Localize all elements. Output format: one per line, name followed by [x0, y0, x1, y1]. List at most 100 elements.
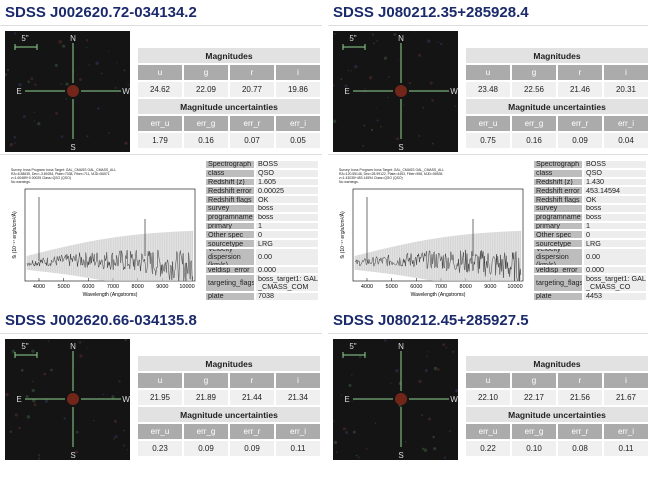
noise: [371, 33, 375, 36]
property-key: targeting_flags: [205, 274, 255, 292]
noise: [428, 417, 432, 421]
uncertainty-value: 0.07: [229, 132, 275, 149]
property-value: boss_target1: GAL_CMASS_COM: [255, 274, 319, 292]
property-key: Redshift error: [533, 186, 583, 196]
noise: [424, 369, 428, 373]
noise: [452, 350, 455, 353]
band-header: i: [275, 64, 321, 81]
noise: [86, 347, 88, 349]
noise: [21, 341, 24, 344]
noise: [333, 440, 338, 445]
uncertainty-value: 0.04: [603, 132, 648, 149]
noise: [429, 81, 433, 85]
noise: [376, 40, 378, 42]
noise: [333, 420, 335, 423]
property-value: boss: [255, 204, 319, 213]
compass-label: E: [344, 87, 349, 96]
emission-line: [38, 197, 146, 261]
noise: [363, 124, 366, 127]
divider: [328, 333, 648, 334]
noise: [426, 355, 429, 358]
noise: [85, 46, 88, 49]
noise: [352, 430, 356, 434]
divider: [0, 154, 322, 155]
property-value: boss: [255, 212, 319, 222]
property-key: Spectrograph: [205, 160, 255, 169]
y-axis-label: fλ (10⁻¹⁷ erg/s/cm²/Å): [11, 211, 18, 259]
noise: [123, 429, 125, 432]
noise: [124, 141, 128, 145]
noise: [33, 111, 36, 114]
noise: [437, 41, 439, 44]
x-tick-label: 9000: [484, 284, 496, 290]
property-value: boss_target1: GAL_CMASS_CO: [583, 274, 647, 292]
band-header: u: [465, 64, 511, 81]
noise: [351, 373, 353, 376]
table-header: Magnitudes: [137, 355, 321, 372]
band-header: g: [183, 372, 229, 389]
y-axis-label: fλ (10⁻¹⁷ erg/s/cm²/Å): [339, 211, 346, 259]
divider: [328, 25, 648, 26]
compass-label: N: [70, 342, 76, 351]
property-value: LRG: [255, 239, 319, 248]
object-panel: SDSS J080212.35+285928.4 5" N E W S Magnitudes…: [328, 0, 648, 308]
property-value: 0.00: [583, 248, 647, 266]
noise: [375, 106, 377, 108]
compass-label: 5": [349, 34, 356, 43]
property-key: survey: [533, 204, 583, 213]
compass-label: S: [70, 143, 75, 152]
property-key: Redshift (z): [533, 177, 583, 187]
band-header: err_r: [557, 115, 603, 132]
noise: [445, 346, 448, 349]
finder-image: 5" N E W S: [333, 31, 458, 152]
spectrum-header: z=1.43035+453.14594 Class=QSO (QSO): [339, 176, 403, 180]
uncertainty-value: 0.22: [465, 440, 511, 457]
noise: [124, 339, 127, 342]
band-header: i: [603, 372, 648, 389]
uncertainty-value: 0.09: [557, 132, 603, 149]
object-title: SDSS J002620.72-034134.2: [5, 4, 197, 21]
noise: [88, 64, 90, 66]
divider: [0, 25, 322, 26]
band-header: err_u: [137, 115, 183, 132]
band-header: r: [229, 372, 275, 389]
noise: [127, 84, 130, 86]
property-key: plate: [205, 292, 255, 301]
noise: [421, 414, 424, 417]
property-key: Velocity dispersion (km/s): [205, 248, 255, 266]
band-header: err_u: [137, 423, 183, 440]
noise: [448, 430, 451, 433]
noise: [20, 368, 24, 372]
plot-frame: [24, 188, 196, 282]
noise: [32, 380, 34, 383]
noise: [405, 441, 407, 443]
band-header: err_g: [183, 115, 229, 132]
scale-bar: [342, 352, 366, 358]
finder-image: 5" N E W S: [333, 339, 458, 460]
noise: [65, 82, 69, 86]
noise: [340, 394, 343, 397]
magnitude-value: 21.34: [275, 389, 321, 406]
compass-label: N: [398, 34, 404, 43]
compass-label: N: [398, 342, 404, 351]
noise: [60, 135, 64, 138]
noise: [18, 83, 22, 87]
magnitude-value: 20.77: [229, 81, 275, 98]
compass-label: E: [344, 395, 349, 404]
noise: [18, 426, 21, 430]
spectrum-flux: [26, 249, 194, 282]
noise: [374, 422, 377, 424]
noise: [85, 39, 89, 42]
property-value: 1.430: [583, 177, 647, 187]
property-value: 0.00: [255, 248, 319, 266]
noise: [443, 456, 447, 459]
band-header: r: [229, 64, 275, 81]
band-header: err_i: [603, 423, 648, 440]
noise: [395, 369, 399, 373]
noise: [333, 119, 337, 123]
noise: [421, 447, 425, 451]
noise: [50, 368, 53, 372]
property-key: Redshift (z): [205, 177, 255, 187]
uncertainty-value: 0.11: [275, 440, 321, 457]
noise: [437, 368, 440, 371]
